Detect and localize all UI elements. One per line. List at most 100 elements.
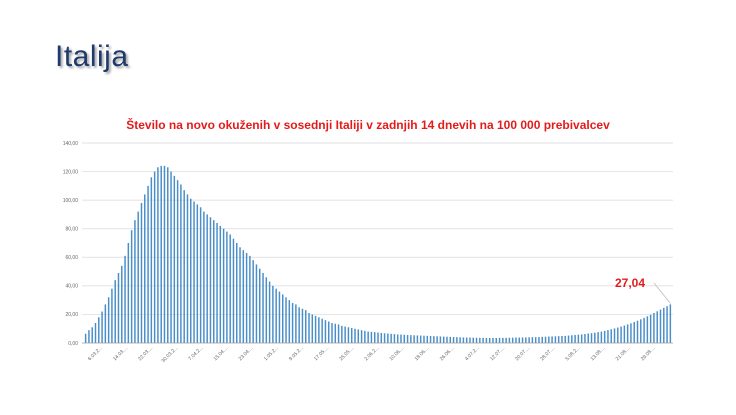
bar (262, 273, 264, 343)
bar (163, 165, 166, 343)
bar (590, 333, 593, 343)
bar (630, 323, 632, 343)
x-tick-label: 22.03.... (137, 345, 154, 362)
y-tick-label: 60,00 (65, 255, 78, 261)
bar (337, 324, 340, 343)
bar (278, 291, 281, 343)
bar (242, 250, 245, 343)
bar (370, 331, 373, 343)
bar (400, 334, 402, 343)
x-tick-label: 14.03.... (112, 345, 129, 362)
x-tick-label: 2.06.2... (363, 345, 380, 362)
bar (580, 334, 583, 343)
bar (222, 228, 225, 343)
y-tick-label: 20,00 (65, 312, 78, 318)
y-tick-label: 0,00 (68, 341, 78, 347)
bar (607, 330, 609, 343)
bar (518, 337, 520, 343)
bar (193, 201, 195, 343)
bar (594, 332, 596, 343)
bar (259, 268, 261, 343)
x-tick-label: 20.07.... (514, 345, 531, 362)
bar (508, 337, 511, 343)
bar (584, 334, 586, 343)
bar (127, 243, 130, 343)
bar (111, 288, 113, 343)
x-tick-label: 25.05.... (338, 345, 355, 362)
bar (669, 304, 672, 343)
bar (433, 336, 435, 343)
bar (541, 336, 543, 343)
bar (380, 333, 383, 343)
bar (186, 194, 189, 343)
callout-label: 27,04 (615, 276, 645, 290)
bar (153, 171, 156, 343)
y-tick-label: 140,00 (63, 141, 79, 147)
bar (377, 332, 379, 343)
bar (252, 260, 254, 343)
bar (564, 335, 566, 343)
bar (465, 337, 468, 343)
x-tick-label: 17.05.... (313, 345, 330, 362)
bar (449, 336, 452, 343)
bar (442, 336, 445, 343)
bar (498, 337, 501, 343)
bar (291, 303, 294, 343)
bar (597, 332, 599, 343)
bars (84, 165, 672, 343)
bar (88, 330, 90, 343)
bar (209, 217, 212, 343)
bar (311, 314, 314, 343)
x-tick-label: 15.04.... (213, 345, 230, 362)
bar (347, 327, 350, 343)
bar (416, 335, 419, 343)
bar (521, 337, 524, 343)
bar (393, 334, 396, 343)
bar (206, 214, 208, 343)
bar (275, 288, 277, 343)
bar (124, 255, 126, 343)
bar (350, 328, 353, 343)
bar (544, 336, 547, 343)
bar (255, 264, 258, 343)
bar (101, 311, 103, 343)
bar (167, 167, 169, 343)
bar (456, 337, 458, 343)
x-tick-label: 5.08.2... (564, 345, 581, 362)
bar (304, 310, 307, 343)
bar (216, 223, 218, 343)
bar (531, 337, 534, 343)
bar (554, 336, 557, 343)
bar (373, 332, 376, 343)
bar (245, 253, 248, 343)
bar (367, 331, 369, 343)
bar (571, 335, 573, 343)
bar (528, 337, 530, 343)
bar (485, 338, 488, 343)
bar (525, 337, 527, 343)
bar (472, 337, 474, 343)
x-tick-label: 29.08.... (640, 345, 657, 362)
x-tick-label: 7.04.2... (187, 345, 204, 362)
bar (295, 304, 297, 343)
bar (219, 225, 222, 343)
bar (390, 333, 392, 343)
bar (308, 313, 310, 343)
bar (426, 335, 429, 343)
bar (495, 338, 497, 343)
bar (663, 307, 665, 343)
bar (272, 285, 274, 343)
bar (150, 177, 153, 343)
x-tick-label: 10.06.... (388, 345, 405, 362)
bar (610, 329, 612, 343)
bar (419, 335, 422, 343)
bar (439, 336, 442, 343)
bar (232, 238, 235, 343)
bar (288, 300, 291, 343)
bar (640, 319, 642, 343)
bar (199, 207, 202, 343)
bar (515, 337, 517, 343)
bar (403, 334, 406, 343)
bar (147, 185, 149, 343)
